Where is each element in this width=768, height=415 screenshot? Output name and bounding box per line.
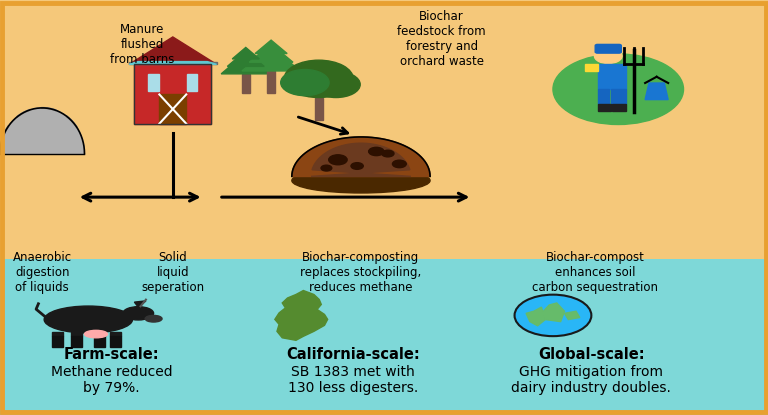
Text: Manure
flushed
from barns: Manure flushed from barns <box>110 23 174 66</box>
Text: GHG mitigation from
dairy industry doubles.: GHG mitigation from dairy industry doubl… <box>511 365 671 395</box>
Polygon shape <box>598 64 626 89</box>
Ellipse shape <box>45 306 133 333</box>
Polygon shape <box>94 332 105 336</box>
Text: Biochar-compost
enhances soil
carbon sequestration: Biochar-compost enhances soil carbon seq… <box>532 251 658 294</box>
Text: California-scale:: California-scale: <box>286 347 420 361</box>
Polygon shape <box>110 332 121 336</box>
Polygon shape <box>267 71 275 93</box>
Polygon shape <box>52 336 63 347</box>
Polygon shape <box>221 53 270 74</box>
Text: Biochar-composting
replaces stockpiling,
reduces methane: Biochar-composting replaces stockpiling,… <box>300 251 422 294</box>
Polygon shape <box>249 44 293 62</box>
Circle shape <box>280 70 329 96</box>
Circle shape <box>329 155 347 165</box>
FancyBboxPatch shape <box>0 259 768 415</box>
Polygon shape <box>255 40 287 54</box>
Bar <box>187 74 197 91</box>
Circle shape <box>284 60 353 98</box>
Bar <box>148 74 159 91</box>
Polygon shape <box>134 301 146 307</box>
Circle shape <box>351 163 363 169</box>
Polygon shape <box>71 332 82 336</box>
Ellipse shape <box>123 307 154 320</box>
Text: Biochar
feedstock from
forestry and
orchard waste: Biochar feedstock from forestry and orch… <box>397 10 486 68</box>
Polygon shape <box>129 61 217 64</box>
Polygon shape <box>242 74 250 93</box>
Circle shape <box>382 150 394 157</box>
Polygon shape <box>94 336 105 347</box>
Polygon shape <box>292 137 430 176</box>
Polygon shape <box>242 46 300 71</box>
Bar <box>134 64 211 124</box>
Polygon shape <box>311 143 411 176</box>
Circle shape <box>515 295 591 336</box>
Circle shape <box>594 49 622 63</box>
Bar <box>134 64 211 124</box>
FancyBboxPatch shape <box>0 0 768 259</box>
Polygon shape <box>541 303 564 322</box>
Circle shape <box>369 147 384 156</box>
Polygon shape <box>129 61 217 64</box>
Polygon shape <box>645 83 668 100</box>
Polygon shape <box>71 336 82 347</box>
Polygon shape <box>129 37 217 64</box>
Polygon shape <box>564 311 580 320</box>
Polygon shape <box>315 91 338 93</box>
Polygon shape <box>232 47 260 59</box>
Polygon shape <box>585 64 598 71</box>
Circle shape <box>312 71 360 98</box>
Text: Anaerobic
digestion
of liquids: Anaerobic digestion of liquids <box>13 251 71 294</box>
Polygon shape <box>275 290 328 340</box>
Ellipse shape <box>145 315 162 322</box>
FancyBboxPatch shape <box>595 44 621 53</box>
Polygon shape <box>598 104 611 111</box>
Polygon shape <box>526 307 545 326</box>
Text: Methane reduced
by 79%.: Methane reduced by 79%. <box>51 365 172 395</box>
Polygon shape <box>110 336 121 347</box>
Ellipse shape <box>84 330 108 338</box>
Circle shape <box>392 160 406 168</box>
Polygon shape <box>227 51 264 66</box>
Circle shape <box>553 54 684 124</box>
Text: Global-scale:: Global-scale: <box>538 347 644 361</box>
Polygon shape <box>0 108 84 154</box>
Text: Solid
liquid
seperation: Solid liquid seperation <box>141 251 204 294</box>
Polygon shape <box>611 89 626 104</box>
Text: Farm-scale:: Farm-scale: <box>64 347 159 361</box>
Text: SB 1383 met with
130 less digesters.: SB 1383 met with 130 less digesters. <box>288 365 419 395</box>
Polygon shape <box>612 104 626 111</box>
Polygon shape <box>598 89 609 104</box>
Polygon shape <box>52 332 63 336</box>
Bar <box>160 95 186 124</box>
Ellipse shape <box>292 168 430 193</box>
Circle shape <box>321 165 332 171</box>
Polygon shape <box>315 98 323 120</box>
